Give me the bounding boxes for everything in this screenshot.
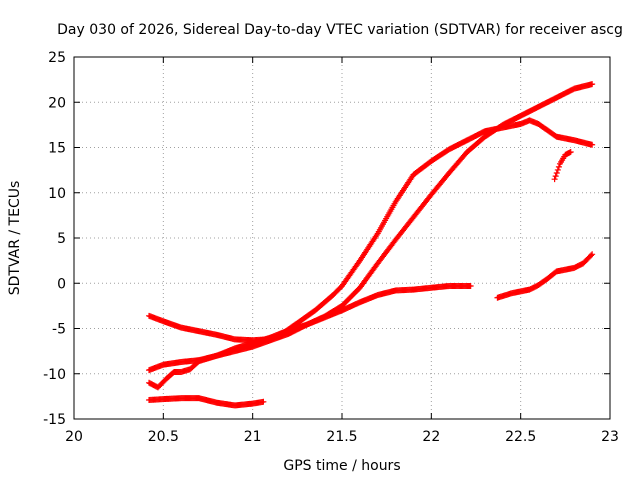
x-tick-label: 21.5 <box>326 429 357 445</box>
data-point <box>567 149 574 156</box>
y-tick-label: -15 <box>43 412 66 428</box>
series-arc-5 <box>494 251 596 301</box>
data-point <box>588 252 595 259</box>
y-tick-label: 25 <box>48 50 66 66</box>
y-tick-label: 20 <box>48 95 66 111</box>
data-point <box>589 251 596 258</box>
y-tick-label: 5 <box>57 231 66 247</box>
series-arc-1 <box>146 117 596 344</box>
data-point <box>553 170 560 177</box>
x-tick-label: 23 <box>601 429 619 445</box>
series-arc-6 <box>551 149 574 183</box>
axis-ticks: 20 20.5 21 21.5 22 22.5 23 -15 -10 -5 0 5 10 15 20 25 <box>43 50 619 445</box>
y-tick-label: 15 <box>48 141 66 157</box>
x-tick-label: 22.5 <box>505 429 536 445</box>
series-arc-3 <box>146 81 596 391</box>
x-tick-label: 20.5 <box>148 429 179 445</box>
data-point <box>589 141 596 148</box>
data-point <box>554 166 561 173</box>
data-point <box>467 282 474 289</box>
data-points <box>146 81 596 409</box>
series-arc-4 <box>146 395 267 409</box>
y-tick-label: -5 <box>52 322 66 338</box>
y-axis-label: SDTVAR / TECUs <box>7 181 23 296</box>
y-tick-label: 10 <box>48 186 66 202</box>
data-point <box>260 398 267 405</box>
y-tick-label: -10 <box>43 367 66 383</box>
x-axis-label: GPS time / hours <box>283 458 400 474</box>
data-point <box>589 81 596 88</box>
data-point <box>552 173 559 180</box>
chart-title: Day 030 of 2026, Sidereal Day-to-day VTE… <box>57 22 623 38</box>
data-point <box>551 176 558 183</box>
x-tick-label: 21 <box>244 429 262 445</box>
y-tick-label: 0 <box>57 276 66 292</box>
x-tick-label: 20 <box>65 429 83 445</box>
data-point <box>555 163 562 170</box>
x-tick-label: 22 <box>422 429 440 445</box>
